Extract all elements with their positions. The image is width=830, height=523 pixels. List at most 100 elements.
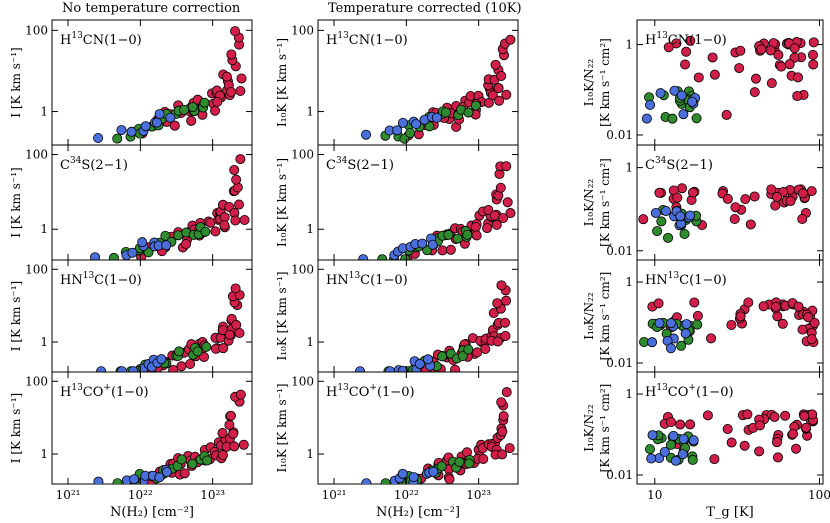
y-tick-label: 0.01 [606,128,633,142]
scatter-point [234,327,245,338]
x-tick-label: 10²² [128,488,153,502]
scatter-point [483,205,494,216]
molecule-label-part: (1−0) [696,385,734,400]
scatter-point [678,109,689,120]
scatter-point [777,318,788,329]
scatter-point [169,120,180,131]
scatter-point [754,446,765,457]
molecule-label-part: C(1−0) [94,273,142,288]
y-axis-label: I [K km s⁻¹] [9,393,23,463]
scatter-point [397,117,408,128]
scatter-point [685,210,696,221]
scatter-point [793,301,804,312]
scatter-point [137,237,148,248]
scatter-point [176,454,187,465]
scatter-point [498,213,509,224]
scatter-point [463,344,474,355]
scatter-point [670,455,681,466]
scatter-point [797,324,808,335]
scatter-point [675,211,686,222]
molecule-label-part: + [688,383,696,393]
scatter-point [230,283,241,294]
scatter-point [638,214,649,225]
molecule-label-part: H [60,33,71,48]
panel-3-4: 0.01 1 10 100 H13CO+(1−0) I₁₀K/N₂₂ [K km s⁻¹ c… [582,371,830,502]
y-tick-label: 1 [625,38,633,52]
molecule-label-part: + [103,383,111,393]
scatter-point [392,125,403,136]
scatter-point [739,440,750,451]
y-axis-label-bottom: [K km s⁻¹ cm²] [598,38,612,127]
scatter-point [702,410,713,421]
scatter-point [225,410,236,421]
molecule-label-part: + [369,383,377,393]
scatter-point [470,100,481,111]
scatter-point [452,233,463,244]
scatter-point [663,42,674,53]
x-tick-label: 10²³ [466,488,491,502]
molecule-label-part: CN(1−0) [83,33,142,48]
scatter-point [745,219,756,230]
y-axis-label: I₁₀K [K km s⁻¹] [275,383,289,472]
scatter-point [361,129,372,140]
scatter-point [784,59,795,70]
scatter-point [709,454,720,465]
scatter-point [689,297,700,308]
molecule-label-part: H [60,385,71,400]
y-axis-label: I₁₀K [K km s⁻¹] [275,271,289,360]
panel-2-3: 1 100 HN13C(1−0) I₁₀K [K km s⁻¹] [275,259,519,373]
scatter-point [417,238,428,249]
molecule-label-part: C(1−0) [679,273,727,288]
scatter-point [666,417,677,428]
scatter-point [482,223,493,234]
molecule-label-part: 13 [668,271,680,281]
scatter-point [221,71,232,82]
scatter-point [652,226,663,237]
scatter-point [179,104,190,115]
panel-2-2: 1 100 C34S(2−1) I₁₀K [K km s⁻¹] [275,144,519,261]
y-tick-label: 100 [291,148,314,162]
y-tick-label: 1 [40,447,48,461]
scatter-point [646,453,657,464]
molecule-label-part: CO [349,385,370,400]
scatter-point [504,443,515,454]
data-points [361,34,516,144]
molecule-label-part: C [60,158,70,173]
molecule-label: H13CO+(1−0) [326,383,415,400]
y-tick-label: 1 [625,161,633,175]
scatter-point [809,317,820,328]
scatter-point [641,113,652,124]
scatter-point [210,226,221,237]
scatter-point [108,252,119,260]
molecule-label: C34S(2−1) [326,156,394,173]
molecule-label-part: (1−0) [377,385,415,400]
scatter-point [734,63,745,74]
scatter-point [496,280,507,291]
scatter-point [174,346,185,357]
scatter-point [355,366,366,372]
scatter-point [226,87,237,98]
scatter-point [443,229,454,240]
y-axis-label: I₁₀K [K km s⁻¹] [275,38,289,127]
scatter-point [224,419,235,430]
scatter-point [492,298,503,309]
scatter-point [803,312,814,323]
scatter-point [676,90,687,101]
scatter-point [681,46,692,57]
scatter-point [201,341,212,352]
scatter-point [772,452,783,463]
y-axis-label: I₁₀K [K km s⁻¹] [275,158,289,247]
scatter-point [112,478,123,484]
scatter-point [380,478,391,484]
scatter-point [765,45,776,56]
scatter-point [687,187,698,198]
y-axis-label-bottom: [K km s⁻¹ cm²] [598,272,612,361]
y-axis-label-bottom: [K km s⁻¹ cm²] [598,158,612,247]
scatter-point [229,441,240,452]
scatter-point [663,232,674,243]
molecule-label: C34S(2−1) [645,156,713,173]
scatter-point [414,358,425,369]
x-tick-label: 10 [647,488,662,502]
scatter-point [792,72,803,83]
scatter-point [749,87,760,98]
